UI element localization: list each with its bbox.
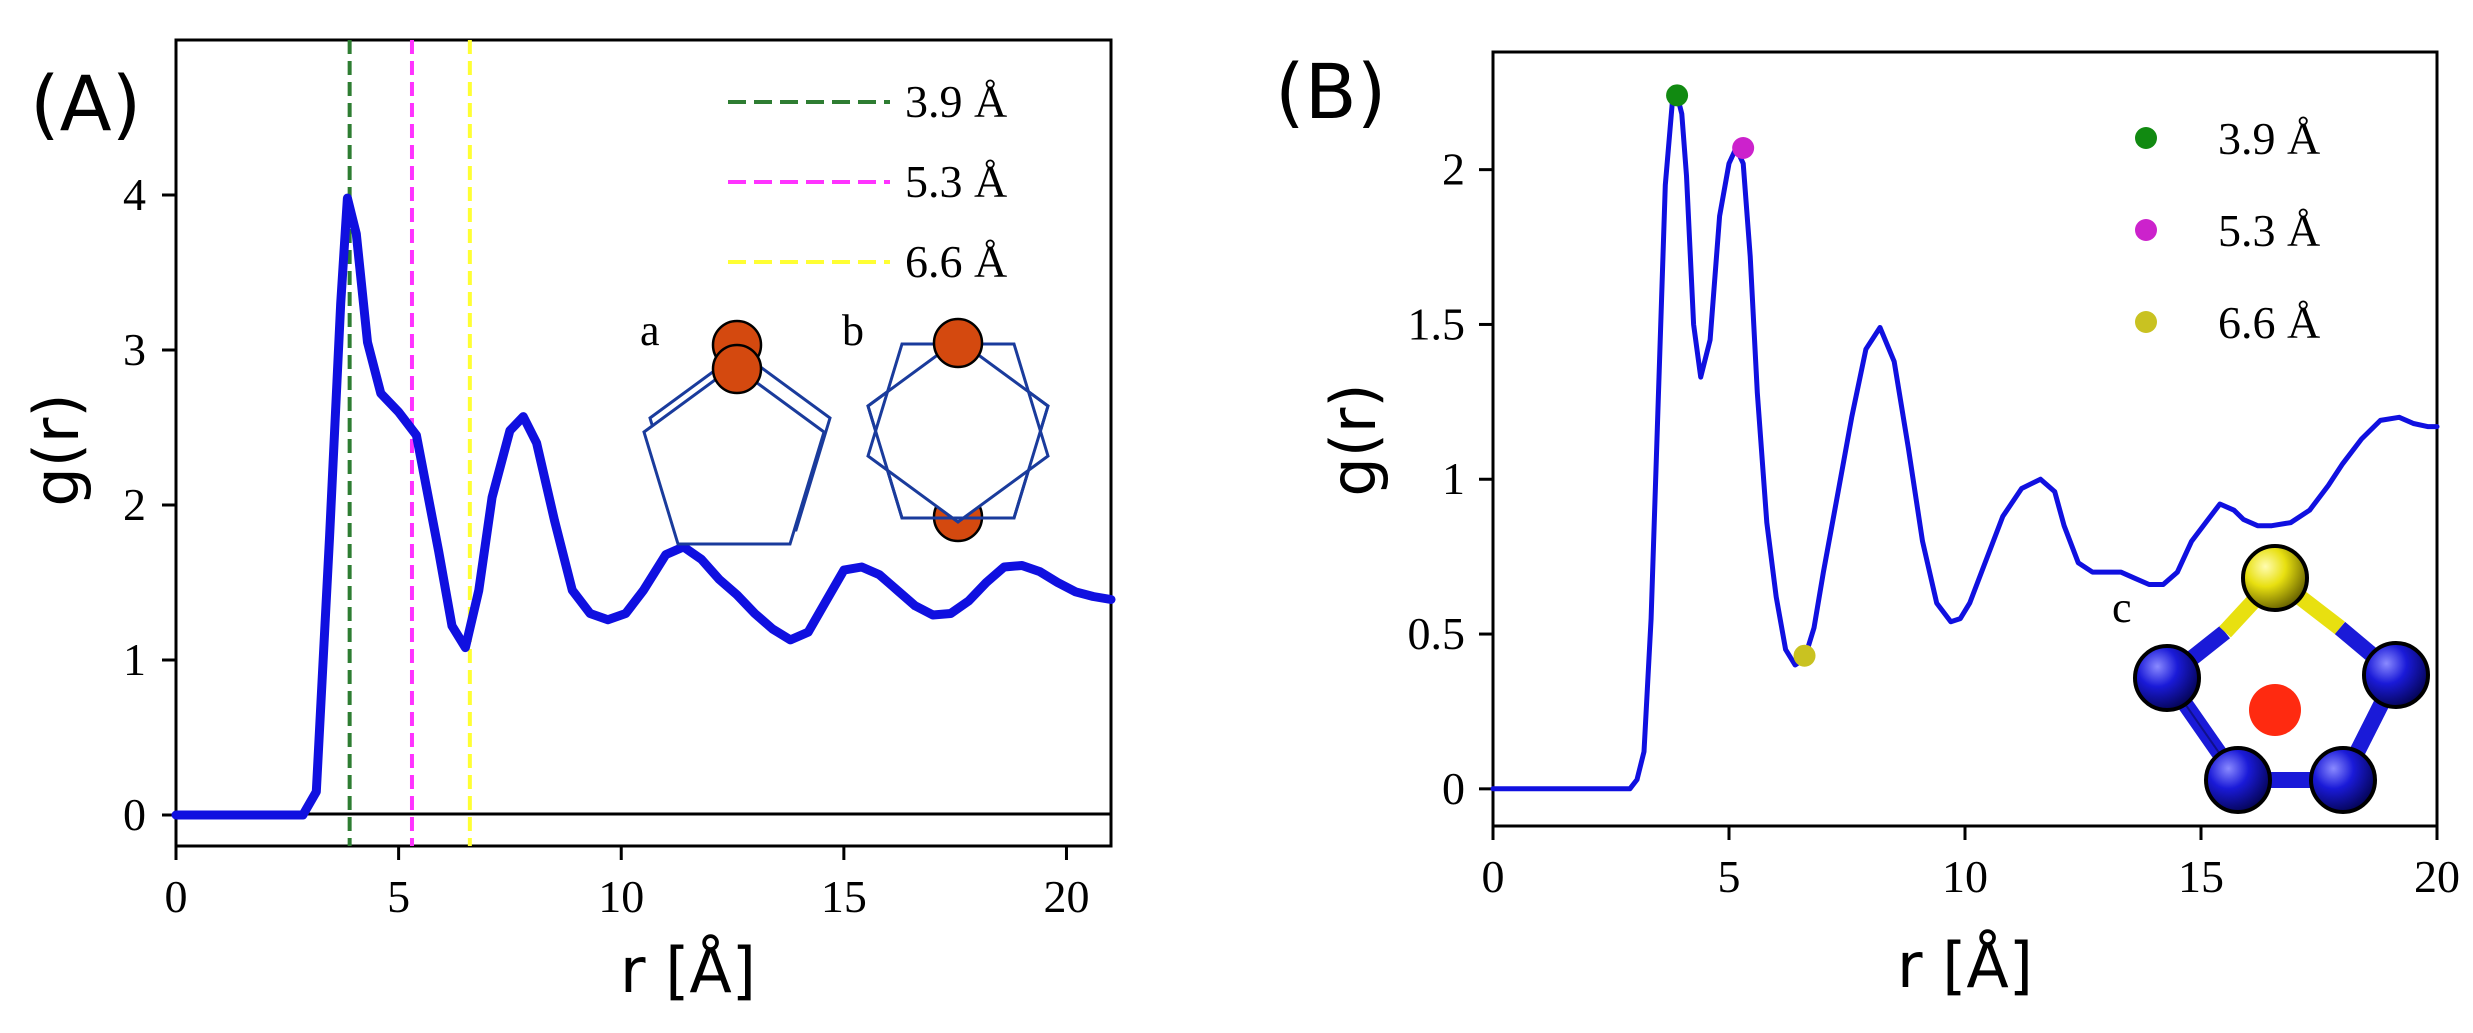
panel-b-ylabel: g(r) (1317, 383, 1390, 496)
panel-b-gr-curve (1490, 92, 2440, 792)
panel-b-xlabel: r [Å] (1897, 929, 2033, 1002)
panel-a-ytick-label: 3 (123, 324, 146, 375)
data-marker-point (1732, 136, 1755, 159)
inset-a-label: a (640, 306, 660, 355)
legend-marker-swatch (2135, 127, 2157, 149)
inset-c-label: c (2112, 583, 2132, 632)
pentagon-upright-outline (866, 338, 1050, 520)
panel-a-ylabel: g(r) (20, 393, 93, 506)
sphere-bottom-right (2309, 746, 2377, 814)
panel-a-reference-lines (347, 40, 472, 846)
sphere-top-yellow (2241, 544, 2309, 612)
legend-marker-swatch (2135, 311, 2157, 333)
panel-b-ticks: 0 5 10 15 20 0 0.5 1 1.5 2 (1408, 144, 2461, 902)
panel-a-xtick-label: 20 (1043, 871, 1089, 922)
data-marker-point (1666, 84, 1689, 107)
panel-b: (B) 0 5 10 15 20 0 0.5 1 1.5 2 r [Å] g(r) 3.9 Å 5.… (1275, 47, 2460, 1002)
pentagon-front-shape (642, 364, 826, 546)
panel-a-xtick-label: 15 (821, 871, 867, 922)
inset-a: a (640, 306, 832, 546)
panel-a-ytick-label: 0 (123, 789, 146, 840)
panel-b-markers (1666, 84, 1816, 667)
panel-a: (A) 0 5 10 15 20 0 1 2 3 4 r [Å] g(r) 3.9 Å 5.3 Å 6… (20, 38, 1116, 1007)
legend-entry-label: 6.6 Å (905, 236, 1007, 287)
panel-b-xtick-label: 0 (1482, 851, 1505, 902)
panel-b-xtick-label: 15 (2178, 851, 2224, 902)
ring-center-dot (2249, 684, 2301, 736)
panel-b-xtick-label: 5 (1718, 851, 1741, 902)
panel-b-ytick-label: 1 (1442, 453, 1465, 504)
panel-b-ytick-label: 0 (1442, 763, 1465, 814)
panel-a-ytick-label: 1 (123, 634, 146, 685)
panel-a-xlabel: r [Å] (620, 934, 756, 1007)
inset-b: b (842, 306, 1050, 543)
legend-marker-swatch (2135, 219, 2157, 241)
panel-b-ytick-label: 0.5 (1408, 608, 1466, 659)
panel-b-xtick-label: 10 (1942, 851, 1988, 902)
atom-top-circle (932, 317, 984, 369)
panel-a-xtick-label: 10 (598, 871, 644, 922)
panel-a-legend: 3.9 Å 5.3 Å 6.6 Å (728, 76, 1007, 287)
legend-entry-label: 6.6 Å (2218, 297, 2320, 348)
panel-a-ticks: 0 5 10 15 20 0 1 2 3 4 (123, 169, 1089, 922)
legend-entry-label: 3.9 Å (2218, 113, 2320, 164)
sphere-bottom-left (2204, 746, 2272, 814)
sphere-right (2362, 641, 2430, 709)
sphere-left (2133, 644, 2201, 712)
legend-entry-label: 5.3 Å (905, 156, 1007, 207)
panel-a-frame (174, 38, 1113, 848)
legend-entry-label: 3.9 Å (905, 76, 1007, 127)
panel-a-label: (A) (30, 59, 141, 148)
panel-b-ytick-label: 1.5 (1408, 298, 1466, 349)
panel-a-xtick-label: 0 (165, 871, 188, 922)
panel-a-ytick-label: 4 (123, 169, 146, 220)
panel-b-label: (B) (1275, 47, 1386, 136)
panel-b-legend: 3.9 Å 5.3 Å 6.6 Å (2135, 113, 2320, 348)
panel-b-ytick-label: 2 (1442, 144, 1465, 195)
panel-a-gr-curve (171, 193, 1116, 820)
panel-a-ytick-label: 2 (123, 479, 146, 530)
legend-entry-label: 5.3 Å (2218, 205, 2320, 256)
data-marker-point (1793, 644, 1816, 667)
atom-front-circle (711, 343, 763, 395)
panel-b-xtick-label: 20 (2414, 851, 2460, 902)
inset-b-label: b (842, 306, 864, 355)
panel-a-xtick-label: 5 (387, 871, 410, 922)
inset-c: c (2112, 544, 2430, 814)
